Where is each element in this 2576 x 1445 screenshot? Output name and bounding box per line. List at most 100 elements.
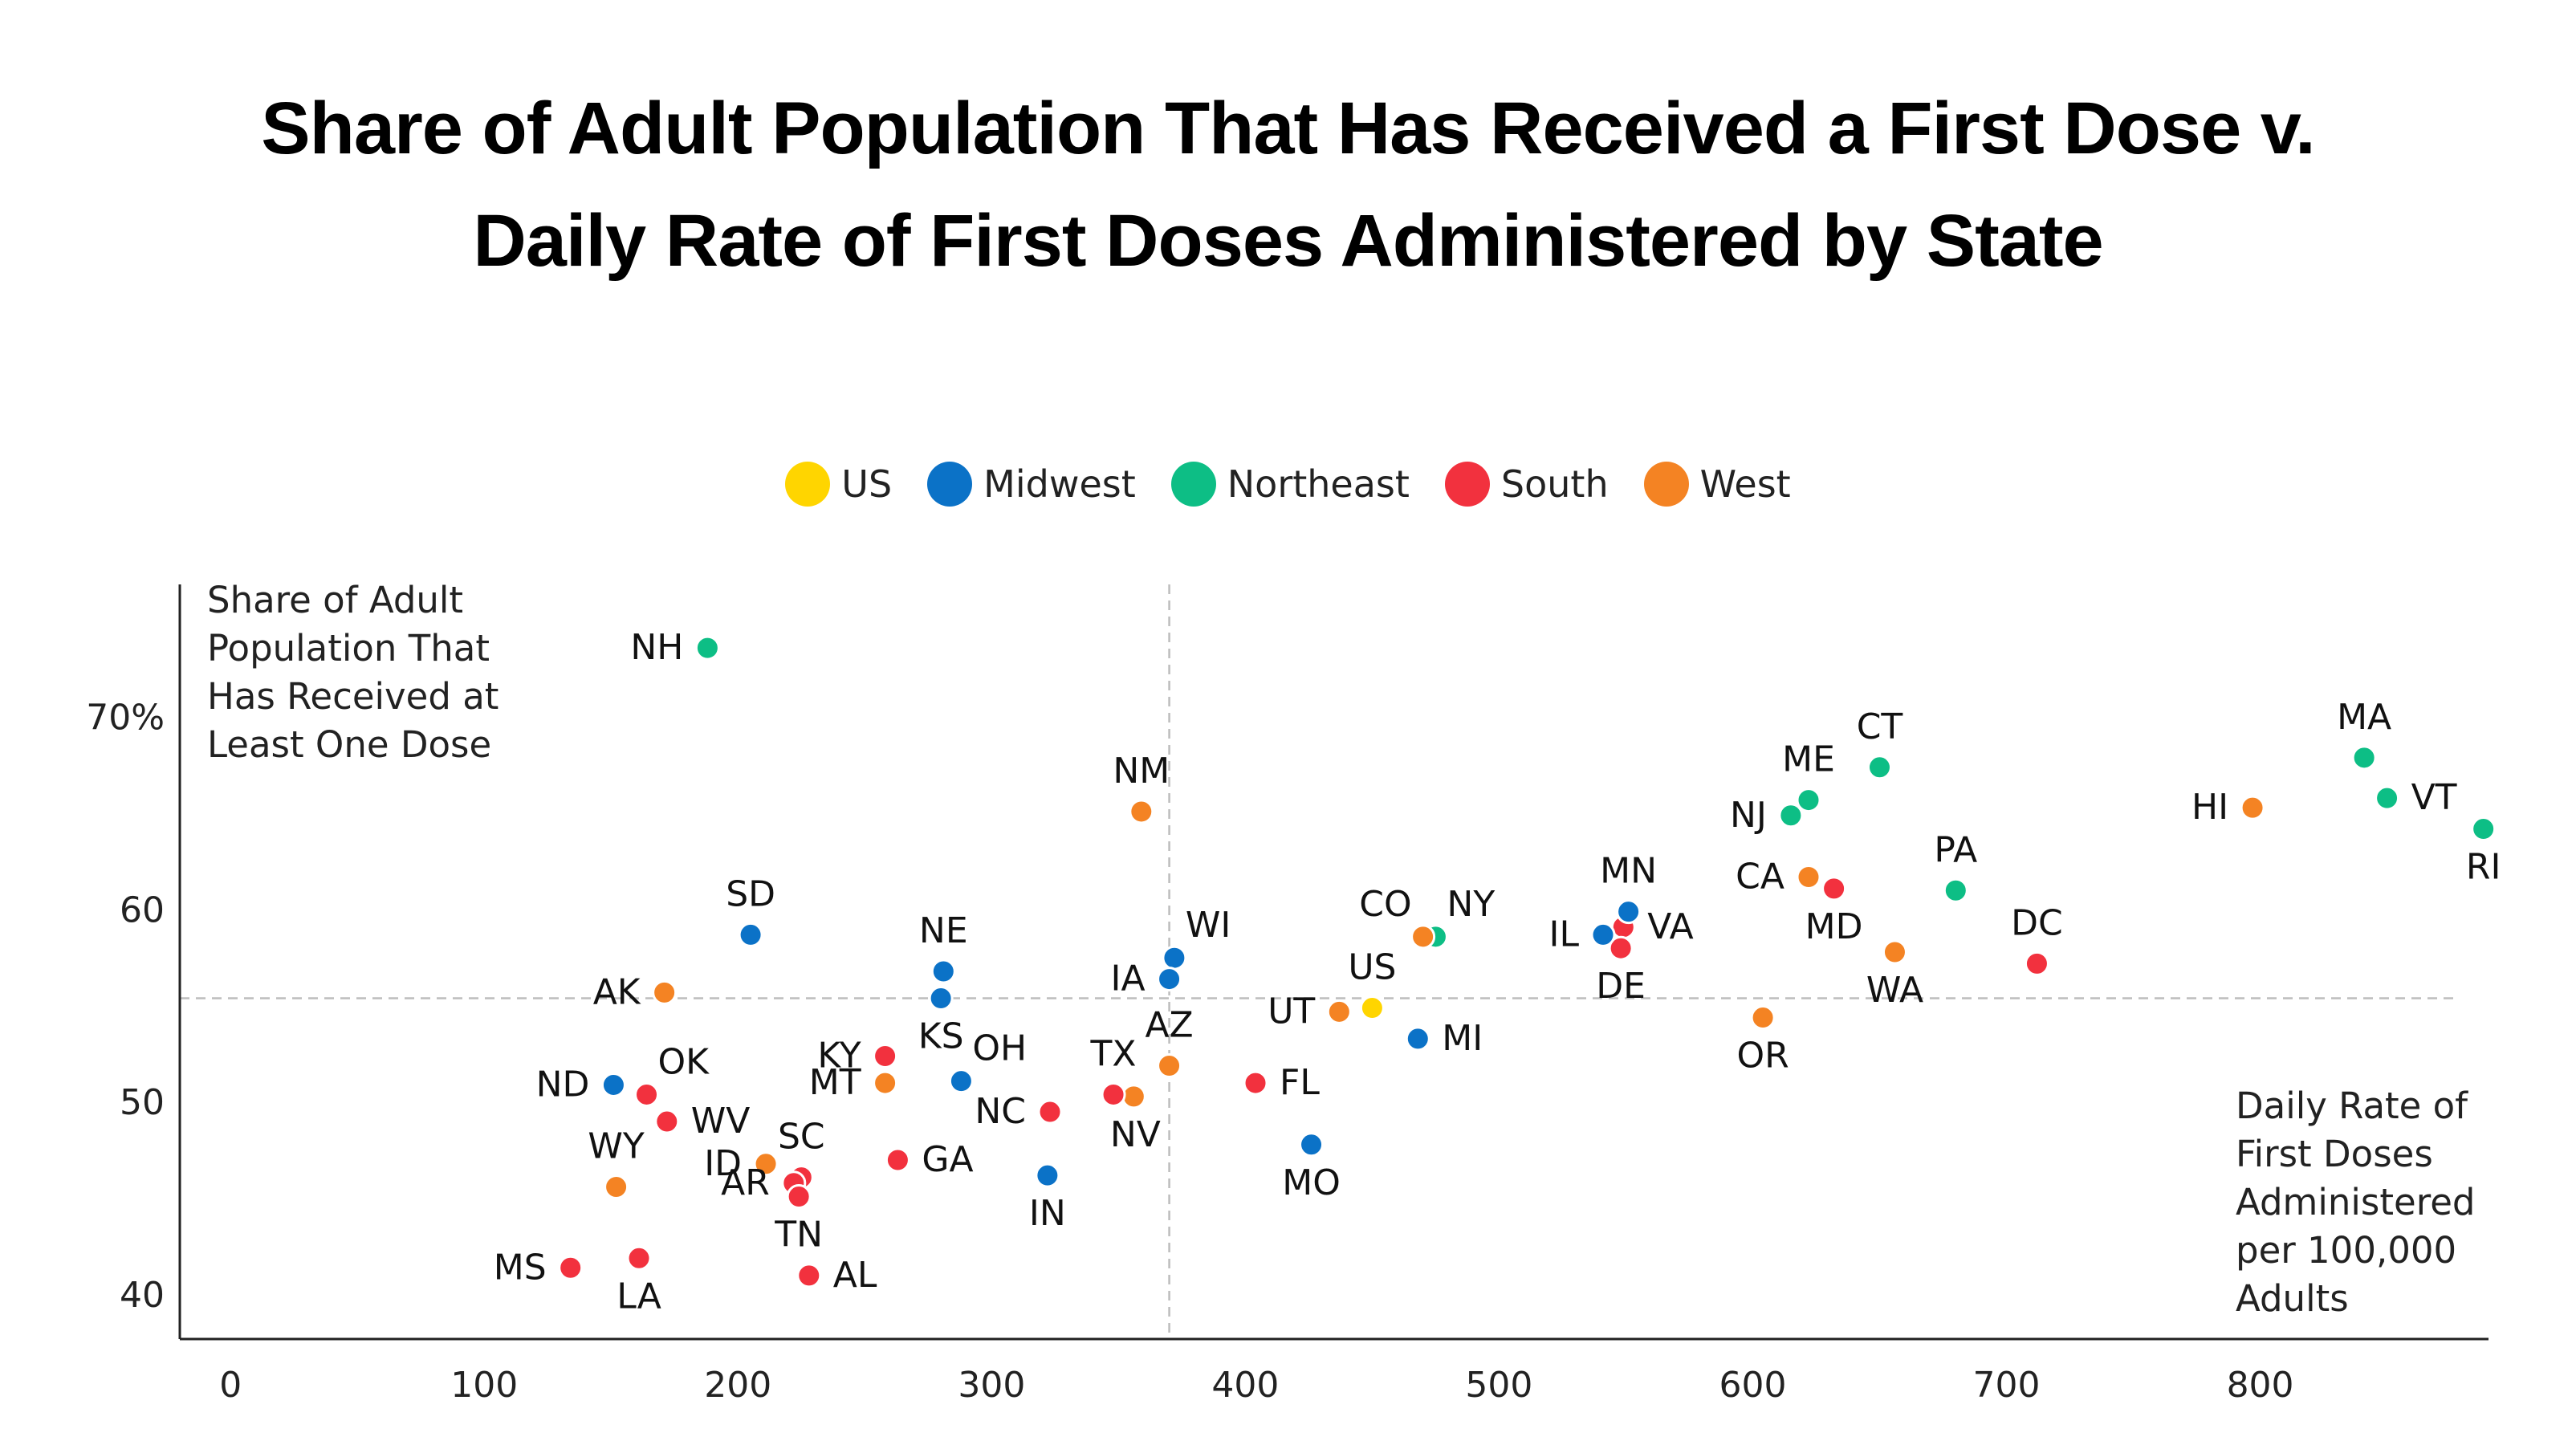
point-label-ga: GA (922, 1139, 973, 1180)
tick-labels: 0 100 200 300 400 500 600 700 800 40 50 60 70% (86, 697, 2293, 1406)
x-tick-label: 700 (1973, 1365, 2041, 1406)
y-axis-label-line: Share of Adult (207, 579, 464, 621)
point-label-hi: HI (2191, 787, 2228, 828)
point-label-or: OR (1737, 1036, 1789, 1077)
legend-swatch (1643, 462, 1689, 507)
point-sd (738, 922, 763, 947)
point-dc (2024, 950, 2049, 976)
point-ky (873, 1044, 898, 1068)
point-label-id: ID (704, 1143, 742, 1184)
point-wv (654, 1109, 680, 1134)
legend-swatch (927, 462, 973, 507)
legend-swatch (1170, 462, 1216, 507)
point-id (753, 1151, 779, 1177)
legend-label: West (1699, 462, 1791, 506)
point-label-ri: RI (2466, 847, 2501, 888)
point-ms (558, 1255, 584, 1280)
point-label-nh: NH (630, 627, 683, 668)
data-points (558, 635, 2497, 1288)
point-label-wa: WA (1866, 970, 1923, 1011)
point-label-pa: PA (1934, 829, 1977, 870)
legend-item-us: US (785, 462, 892, 507)
point-label-ar: AR (721, 1162, 770, 1203)
point-label-vt: VT (2411, 777, 2457, 818)
point-nh (694, 635, 720, 661)
point-label-az: AZ (1145, 1004, 1193, 1045)
point-label-wi: WI (1186, 905, 1231, 946)
point-nc (1037, 1099, 1063, 1125)
point-ca (1796, 864, 1821, 889)
legend: US Midwest Northeast South West (0, 462, 2576, 507)
point-label-ky: KY (817, 1036, 861, 1077)
chart-title-line-1: Share of Adult Population That Has Recei… (261, 88, 2315, 169)
legend-swatch (785, 462, 831, 507)
point-in (1035, 1162, 1060, 1188)
chart-title: Share of Adult Population That Has Recei… (0, 72, 2576, 297)
x-axis-label-line: per 100,000 (2236, 1229, 2457, 1272)
point-ut (1326, 999, 1352, 1024)
point-labels: NH MA CT VT ME NJ RI PA NY HI NM CA CO WA AK UT OR AZ MT NV… (494, 627, 2501, 1317)
point-label-ia: IA (1110, 959, 1145, 999)
point-label-dc: DC (2011, 902, 2063, 943)
y-tick-label: 40 (120, 1275, 165, 1316)
point-label-mi: MI (1442, 1018, 1483, 1059)
point-ma (2351, 745, 2377, 771)
point-mi (1405, 1026, 1430, 1052)
x-axis-label-line: Daily Rate of (2236, 1085, 2468, 1127)
point-pa (1943, 877, 1968, 903)
y-axis-label-line: Least One Dose (207, 723, 492, 766)
point-label-ct: CT (1857, 706, 1903, 747)
point-de (1608, 935, 1634, 961)
point-wy (604, 1174, 629, 1200)
point-mn (1616, 899, 1642, 925)
y-axis-label: Share of Adult Population That Has Recei… (207, 576, 499, 769)
point-wa (1882, 939, 1907, 965)
legend-label: South (1500, 462, 1609, 506)
point-me (1796, 788, 1821, 813)
point-nm (1129, 799, 1154, 824)
point-ct (1866, 755, 1892, 780)
point-label-md: MD (1805, 906, 1863, 947)
point-label-ne: NE (919, 910, 968, 951)
point-label-wv: WV (691, 1101, 751, 1142)
point-label-ok: OK (658, 1041, 710, 1082)
point-label-in: IN (1029, 1193, 1066, 1234)
point-mt (873, 1070, 898, 1096)
y-axis-label-line: Population That (207, 627, 490, 670)
legend-label: Northeast (1227, 462, 1410, 506)
x-axis-label-line: First Doses (2236, 1133, 2433, 1175)
point-ri (2471, 816, 2497, 842)
point-label-la: LA (617, 1276, 661, 1317)
legend-item-northeast: Northeast (1170, 462, 1410, 507)
point-tx (1101, 1081, 1126, 1107)
point-co (1410, 924, 1436, 950)
point-ok (634, 1081, 660, 1107)
point-label-ak: AK (593, 971, 641, 1012)
reference-lines (180, 584, 2455, 1339)
point-or (1750, 1005, 1776, 1031)
point-label-nv: NV (1110, 1114, 1161, 1155)
point-label-ma: MA (2337, 697, 2391, 738)
point-label-ms: MS (494, 1247, 547, 1288)
point-label-me: ME (1782, 739, 1835, 780)
point-nd (600, 1072, 626, 1097)
y-tick-label: 50 (120, 1082, 165, 1123)
point-us (1359, 995, 1385, 1021)
point-ak (652, 979, 678, 1005)
legend-label: US (841, 462, 893, 506)
point-oh (948, 1068, 974, 1094)
x-tick-label: 300 (958, 1365, 1025, 1406)
point-label-nd: ND (536, 1064, 590, 1105)
point-ne (930, 959, 956, 984)
point-label-tx: TX (1090, 1033, 1137, 1074)
x-axis-label: Daily Rate of First Doses Administered p… (2236, 1082, 2475, 1323)
point-vt (2375, 785, 2400, 811)
point-label-us: US (1348, 947, 1396, 988)
point-ia (1157, 967, 1182, 992)
legend-item-midwest: Midwest (927, 462, 1136, 507)
point-label-wy: WY (588, 1126, 645, 1167)
point-label-mo: MO (1282, 1162, 1341, 1203)
point-label-ks: KS (918, 1016, 964, 1057)
x-tick-label: 400 (1211, 1365, 1279, 1406)
point-label-mn: MN (1600, 851, 1657, 892)
